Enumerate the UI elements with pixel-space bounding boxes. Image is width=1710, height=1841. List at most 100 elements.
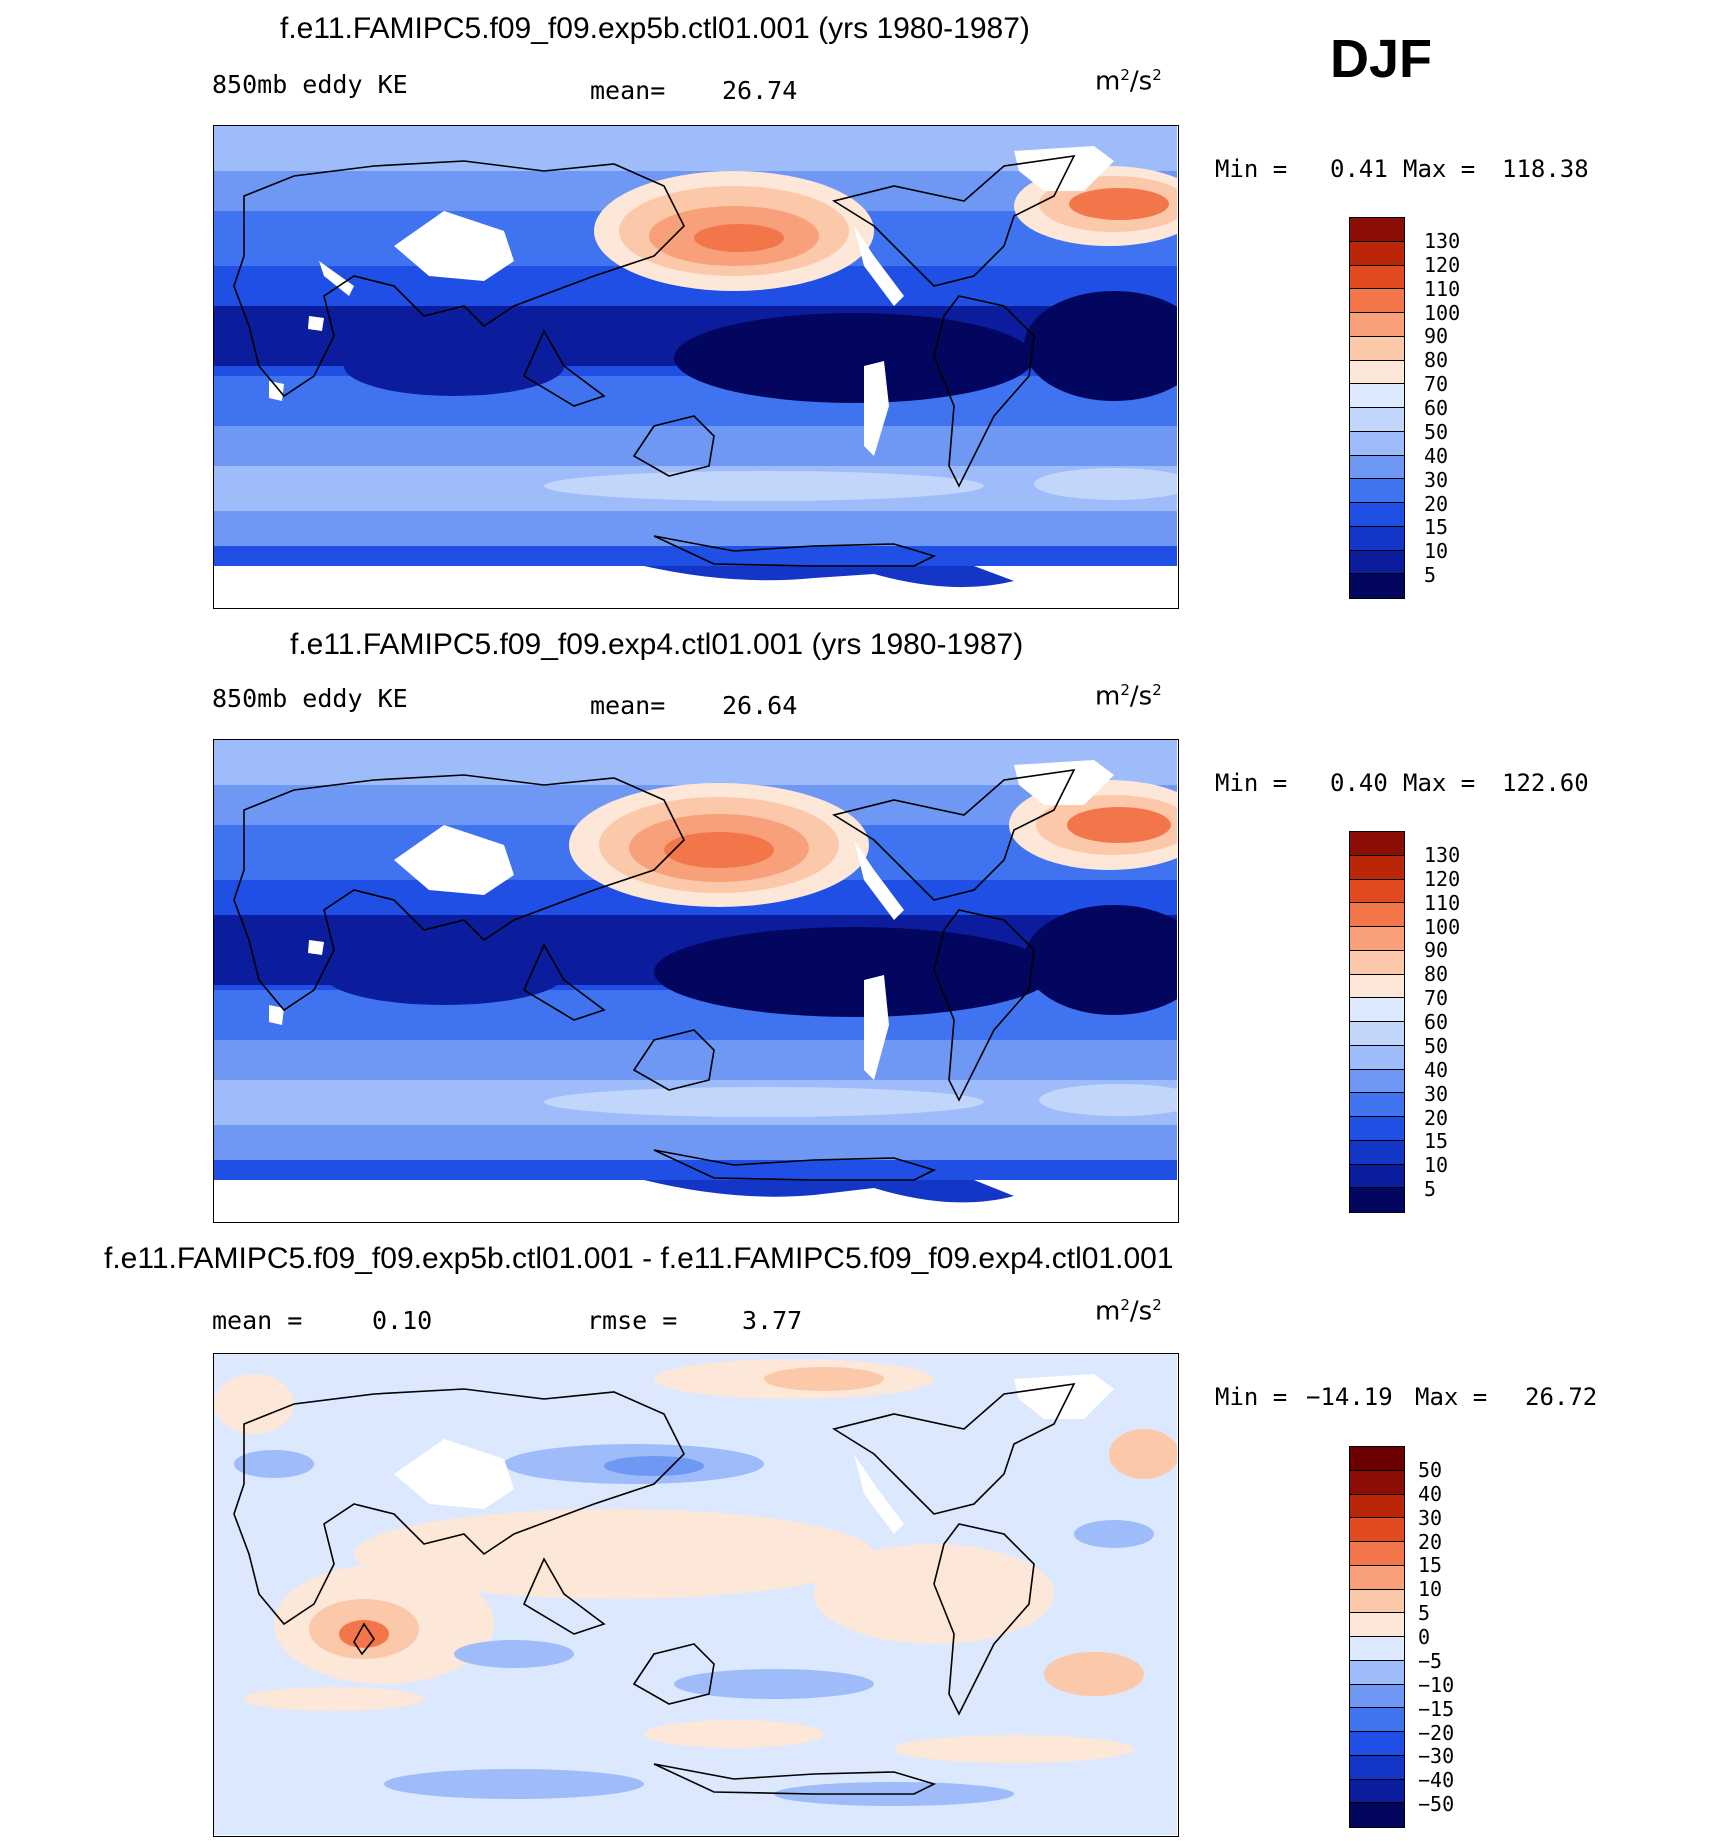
colorbar-swatch [1350, 1022, 1404, 1046]
colorbar-swatch [1350, 241, 1404, 266]
panel1-max-label: Max = [1403, 155, 1476, 183]
colorbar-level-label: 5 [1418, 1601, 1431, 1626]
panel1-mean-label: mean= [590, 76, 666, 105]
panel1-units: m2/s2 [1095, 66, 1162, 97]
colorbar-swatch [1350, 1117, 1404, 1141]
panel2-title: f.e11.FAMIPC5.f09_f09.exp4.ctl01.001 (yr… [290, 628, 1024, 661]
colorbar-swatch [1350, 950, 1404, 975]
colorbar-swatch [1350, 431, 1404, 456]
colorbar-level-label: 100 [1424, 300, 1461, 325]
colorbar-swatch [1350, 879, 1404, 904]
colorbar-swatch [1350, 503, 1404, 527]
panel2-mean-value: 26.64 [722, 691, 798, 720]
colorbar-level-label: −50 [1418, 1792, 1455, 1817]
colorbar-level-label: −10 [1418, 1672, 1455, 1697]
colorbar-swatch [1350, 218, 1404, 242]
colorbar-level-label: 50 [1418, 1457, 1443, 1482]
colorbar-level-label: 50 [1424, 1033, 1449, 1058]
colorbar-level-label: 10 [1424, 1153, 1449, 1178]
panel1-left-label: 850mb eddy KE [212, 70, 408, 99]
colorbar-level-label: 5 [1424, 563, 1437, 588]
panel1-field [214, 126, 1178, 607]
colorbar-swatch [1350, 1684, 1404, 1709]
colorbar-swatch [1350, 408, 1404, 432]
panel1-colorbar [1349, 217, 1405, 599]
colorbar-level-label: −30 [1418, 1744, 1455, 1769]
colorbar-swatch [1350, 313, 1404, 337]
colorbar-level-label: −5 [1418, 1648, 1443, 1673]
panel2-left-label: 850mb eddy KE [212, 684, 408, 713]
colorbar-level-label: 30 [1418, 1505, 1443, 1530]
panel1-min-value: 0.41 [1330, 155, 1388, 183]
colorbar-level-label: 60 [1424, 1010, 1449, 1034]
colorbar-swatch [1350, 1140, 1404, 1165]
panel2-min-label: Min = [1215, 769, 1288, 797]
colorbar-swatch [1350, 1188, 1404, 1212]
colorbar-swatch [1350, 1494, 1404, 1519]
panel3-map [213, 1353, 1179, 1837]
panel2-map [213, 739, 1179, 1223]
colorbar-swatch [1350, 1637, 1404, 1661]
panel3-title: f.e11.FAMIPC5.f09_f09.exp5b.ctl01.001 - … [104, 1242, 1174, 1275]
colorbar-swatch [1350, 1093, 1404, 1117]
panel3-rmse-label: rmse = [587, 1306, 678, 1335]
colorbar-level-label: 110 [1424, 890, 1461, 915]
panel3-units: m2/s2 [1095, 1296, 1162, 1327]
panel1-mean-value: 26.74 [722, 76, 798, 105]
colorbar-level-label: 130 [1424, 842, 1461, 867]
colorbar-swatch [1350, 1045, 1404, 1070]
panel2-mean-label: mean= [590, 691, 666, 720]
colorbar-swatch [1350, 479, 1404, 503]
colorbar-level-label: 90 [1424, 938, 1449, 963]
colorbar-swatch [1350, 1803, 1404, 1827]
colorbar-level-label: 120 [1424, 252, 1461, 277]
colorbar-swatch [1350, 1589, 1404, 1614]
colorbar-swatch [1350, 384, 1404, 408]
colorbar-swatch [1350, 927, 1404, 951]
colorbar-swatch [1350, 360, 1404, 385]
colorbar-level-label: 5 [1424, 1177, 1437, 1202]
colorbar-level-label: 15 [1424, 515, 1449, 540]
colorbar-level-label: 30 [1424, 1081, 1449, 1106]
colorbar-level-label: 40 [1424, 1057, 1449, 1082]
colorbar-level-label: 40 [1418, 1481, 1443, 1506]
colorbar-level-label: 40 [1424, 443, 1449, 468]
colorbar-level-label: 15 [1418, 1553, 1443, 1578]
panel3-field [214, 1354, 1178, 1835]
panel2-field [214, 740, 1178, 1221]
panel2-units: m2/s2 [1095, 681, 1162, 712]
colorbar-swatch [1350, 1542, 1404, 1566]
panel3-max-value: 26.72 [1525, 1383, 1598, 1411]
colorbar-level-label: 130 [1424, 228, 1461, 253]
colorbar-level-label: 120 [1424, 866, 1461, 891]
colorbar-swatch [1350, 1613, 1404, 1637]
colorbar-level-label: 30 [1424, 467, 1449, 492]
colorbar-swatch [1350, 1470, 1404, 1495]
colorbar-swatch [1350, 574, 1404, 598]
colorbar-level-label: 10 [1424, 539, 1449, 564]
colorbar-level-label: 100 [1424, 914, 1461, 939]
season-label: DJF [1330, 29, 1433, 89]
colorbar-level-label: 0 [1418, 1625, 1431, 1649]
panel1-title: f.e11.FAMIPC5.f09_f09.exp5b.ctl01.001 (y… [280, 12, 1030, 45]
colorbar-swatch [1350, 289, 1404, 313]
colorbar-swatch [1350, 1164, 1404, 1189]
panel1-min-label: Min = [1215, 155, 1288, 183]
colorbar-level-label: 60 [1424, 396, 1449, 420]
panel1-map [213, 125, 1179, 609]
colorbar-level-label: 90 [1424, 324, 1449, 349]
panel3-max-label: Max = [1415, 1383, 1488, 1411]
panel3-min-label: Min = [1215, 1383, 1288, 1411]
panel2-max-label: Max = [1403, 769, 1476, 797]
colorbar-swatch [1350, 1779, 1404, 1804]
panel3-mean-label: mean = [212, 1306, 303, 1335]
colorbar-swatch [1350, 1518, 1404, 1542]
colorbar-level-label: 15 [1424, 1129, 1449, 1154]
colorbar-level-label: −40 [1418, 1768, 1455, 1793]
colorbar-swatch [1350, 265, 1404, 290]
panel2-min-value: 0.40 [1330, 769, 1388, 797]
colorbar-swatch [1350, 1732, 1404, 1756]
panel2-colorbar [1349, 831, 1405, 1213]
colorbar-swatch [1350, 550, 1404, 575]
colorbar-swatch [1350, 455, 1404, 480]
